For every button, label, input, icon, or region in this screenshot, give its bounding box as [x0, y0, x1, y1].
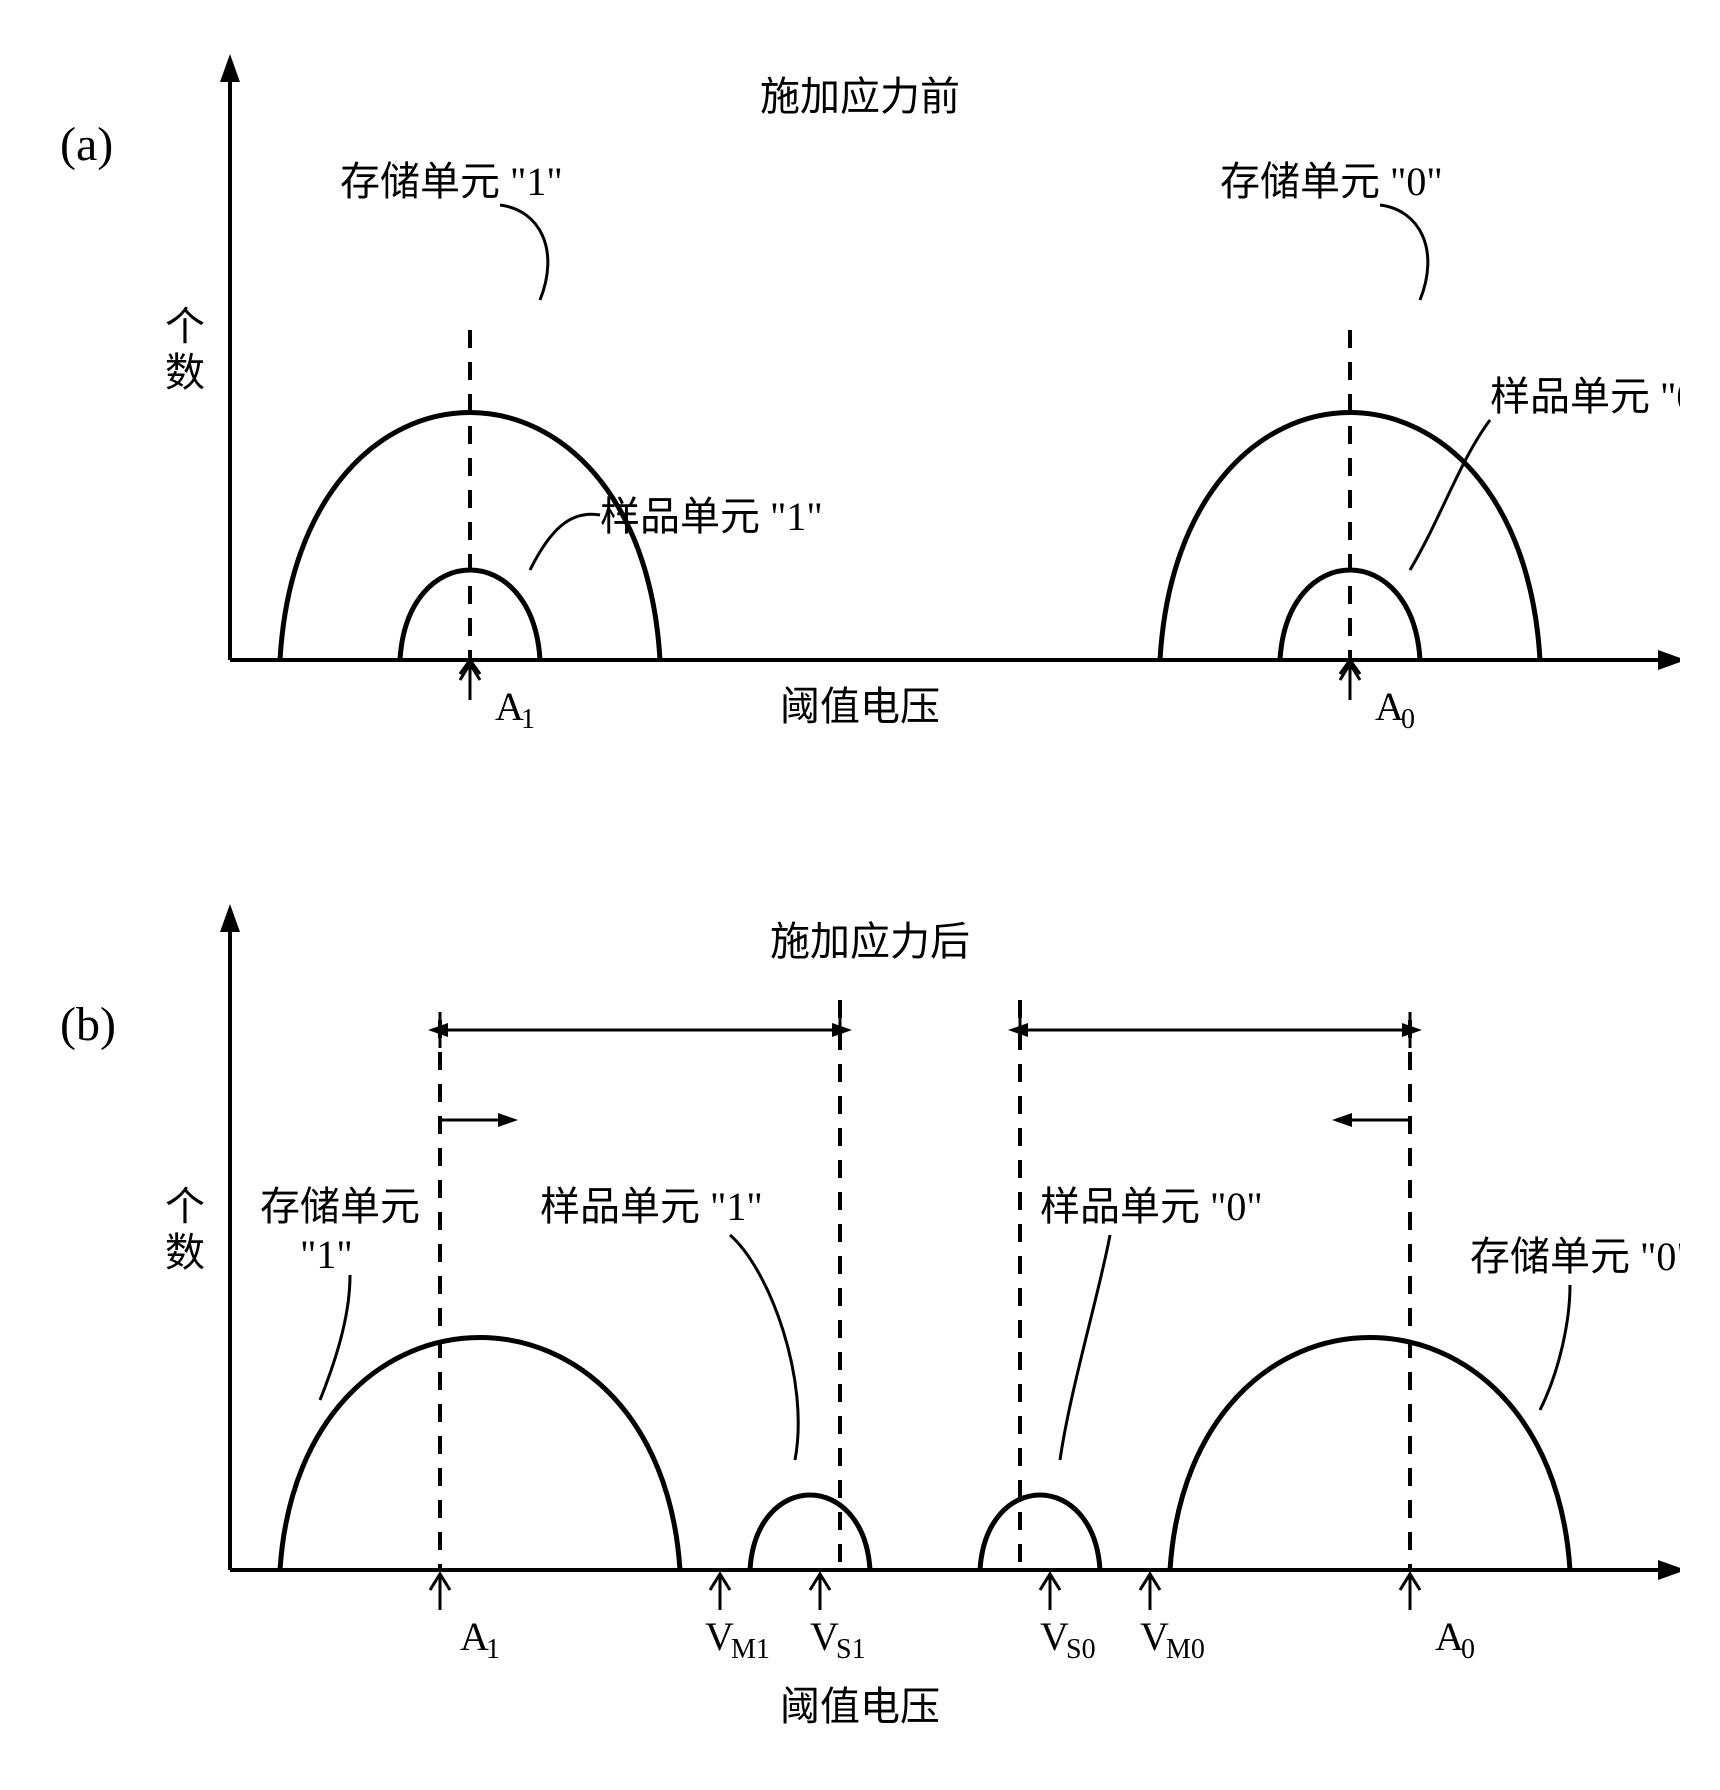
label-samp1-a: 样品单元 "1" [600, 494, 823, 539]
panel-b-tag: (b) [60, 998, 116, 1051]
ticklabel-a1-a-sub: 1 [521, 704, 535, 735]
ticklabel-a1-b: A [460, 1614, 489, 1659]
diagram-svg: (a)施加应力前阈值电压个数A1A0存储单元 "1"样品单元 "1"存储单元 "… [40, 40, 1680, 1750]
leader-mem1-a [500, 205, 548, 300]
panel-b-title: 施加应力后 [770, 919, 970, 964]
label-samp0-b: 样品单元 "0" [1040, 1184, 1263, 1229]
axis-x-label-b: 阈值电压 [780, 1684, 940, 1729]
bell-mem0-b [1170, 1338, 1570, 1571]
axis-y-label-a: 数 [165, 350, 205, 395]
ticklabel-vm0-b: V [1140, 1614, 1169, 1659]
bell-samp0-b [980, 1495, 1100, 1570]
ticklabel-vs1-b: V [810, 1614, 839, 1659]
bell-samp1-b [750, 1495, 870, 1570]
axis-y-label-a: 个 [165, 304, 205, 349]
label-samp1-b: 样品单元 "1" [540, 1184, 763, 1229]
ticklabel-a0-b: A [1435, 1614, 1464, 1659]
axis-y-label-b: 个 [165, 1184, 205, 1229]
axis-y-label-b: 数 [165, 1230, 205, 1275]
leader-mem0-b [1540, 1285, 1570, 1410]
ticklabel-vs0-b: V [1040, 1614, 1069, 1659]
ticklabel-vm1-b: V [705, 1614, 734, 1659]
axis-x-label-a: 阈值电压 [780, 684, 940, 729]
panel-a-title: 施加应力前 [760, 74, 960, 119]
bell-mem1-b [280, 1338, 680, 1571]
label-mem1-b: 存储单元 [260, 1184, 420, 1229]
leader-samp1-a [530, 514, 600, 570]
ticklabel-vm0-b-sub: M0 [1166, 1634, 1205, 1665]
bell-samp1-a [400, 570, 540, 660]
leader-mem0-a [1380, 205, 1428, 300]
ticklabel-vm1-b-sub: M1 [731, 1634, 770, 1665]
label-mem0-a: 存储单元 "0" [1220, 159, 1443, 204]
label-mem0-b: 存储单元 "0" [1470, 1234, 1680, 1279]
ticklabel-a1-a: A [495, 684, 524, 729]
leader-mem1-b [320, 1275, 350, 1400]
ticklabel-vs1-b-sub: S1 [836, 1634, 866, 1665]
ticklabel-a1-b-sub: 1 [486, 1634, 500, 1665]
label-samp0-a: 样品单元 "0" [1490, 374, 1680, 419]
ticklabel-a0-a-sub: 0 [1401, 704, 1415, 735]
bell-samp0-a [1280, 570, 1420, 660]
leader-samp1-b [730, 1235, 798, 1460]
leader-samp0-b [1060, 1235, 1110, 1460]
panel-a-tag: (a) [60, 118, 113, 171]
label-mem1-a: 存储单元 "1" [340, 159, 563, 204]
ticklabel-a0-a: A [1375, 684, 1404, 729]
figure-root: (a)施加应力前阈值电压个数A1A0存储单元 "1"样品单元 "1"存储单元 "… [40, 40, 1680, 1750]
ticklabel-a0-b-sub: 0 [1461, 1634, 1475, 1665]
label-mem1-b-2: "1" [300, 1232, 353, 1277]
leader-samp0-a [1410, 420, 1490, 570]
ticklabel-vs0-b-sub: S0 [1066, 1634, 1096, 1665]
